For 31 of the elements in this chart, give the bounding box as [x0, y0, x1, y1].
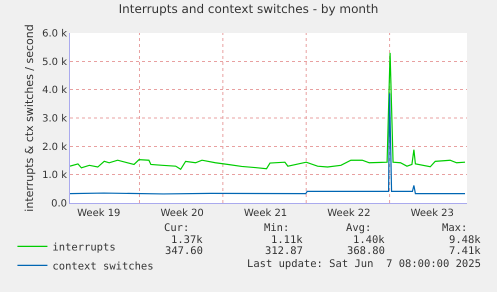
- y-tick-label: 1.0 k: [42, 170, 68, 182]
- x-tick-label: Week 19: [77, 208, 120, 219]
- line-series: [70, 52, 466, 170]
- x-tick-label: Week 21: [244, 208, 288, 219]
- text: 347.60: [165, 245, 203, 257]
- text: 368.80: [347, 245, 385, 257]
- text: 1.11k: [271, 234, 304, 246]
- chart-title: Interrupts and context switches - by month: [118, 2, 378, 16]
- y-tick-label: 2.0 k: [42, 142, 68, 153]
- text: 1.40k: [353, 234, 386, 246]
- text: 7.41k: [449, 245, 482, 257]
- text: 312.87: [265, 245, 303, 257]
- text: Avg:: [346, 222, 372, 234]
- y-tick-label: 5.0 k: [42, 56, 68, 68]
- text: Max:: [442, 222, 468, 234]
- x-tick-label: Week 22: [327, 208, 371, 219]
- x-tick-label: Week 23: [410, 208, 454, 219]
- text: 9.48k: [449, 234, 482, 246]
- y-axis-title: interrupts & ctx switches / second: [22, 24, 36, 212]
- y-tick-label: 0.0: [51, 198, 67, 210]
- x-tick-label: Week 20: [160, 208, 204, 219]
- legend-label: context switches: [52, 260, 154, 272]
- legend-label: interrupts: [52, 241, 116, 254]
- y-tick-label: 6.0 k: [42, 28, 68, 40]
- text: 1.37k: [171, 234, 204, 246]
- text: Cur:: [164, 222, 190, 234]
- text: Min:: [264, 222, 290, 234]
- line-series: [70, 92, 466, 195]
- text: Last update: Sat Jun 7 08:00:00 2025: [247, 258, 481, 270]
- y-tick-label: 4.0 k: [42, 85, 68, 96]
- y-tick-label: 3.0 k: [42, 114, 68, 124]
